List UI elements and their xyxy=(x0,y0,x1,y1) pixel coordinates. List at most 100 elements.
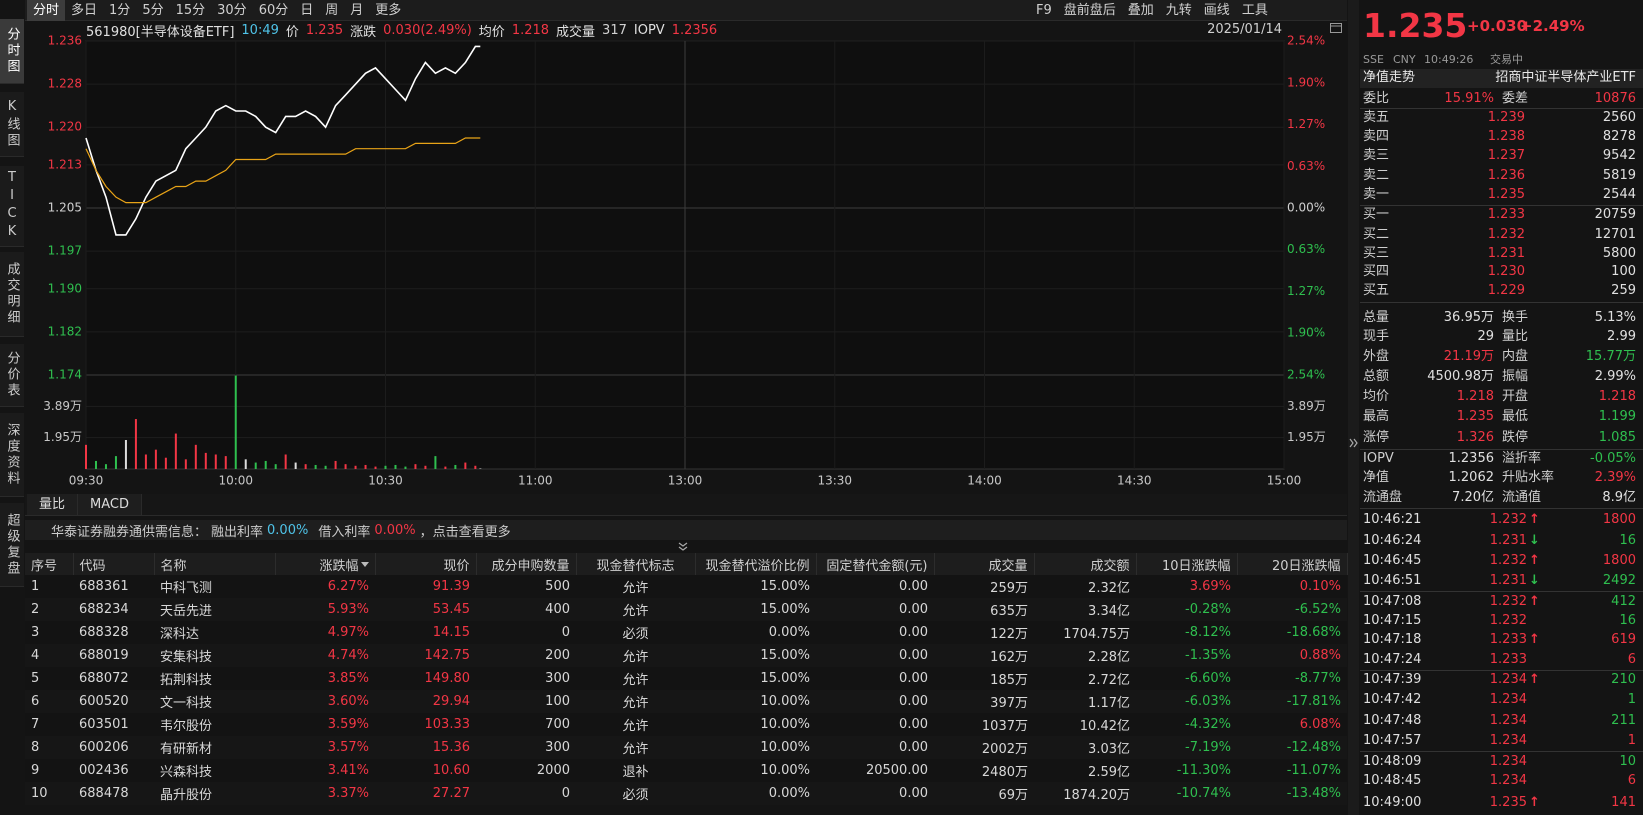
period-button[interactable]: 周 xyxy=(325,2,339,18)
table-row[interactable]: 10 688478 晶升股份 3.37% 27.27 0 必须 0.00% 0.00 69万 187… xyxy=(25,782,1347,805)
table-cell: 允许 xyxy=(622,673,649,688)
column-header[interactable]: 成交量 xyxy=(934,553,1035,575)
trade-volume: 16 xyxy=(1619,613,1636,628)
sidebar-tab[interactable]: TICK xyxy=(0,166,24,247)
percent-tick-label: 0.00% xyxy=(1287,201,1325,215)
indicator-tab[interactable]: 量比 xyxy=(27,494,79,515)
price-tick-label: 1.213 xyxy=(48,157,82,171)
trade-price: 1.234 xyxy=(1489,773,1527,788)
table-cell: 2.72亿 xyxy=(1088,673,1130,688)
tool-button[interactable]: 叠加 xyxy=(1127,3,1154,18)
collapse-handle[interactable] xyxy=(1349,437,1359,449)
expand-chevron[interactable] xyxy=(677,541,689,553)
period-button[interactable]: 多日 xyxy=(71,2,98,18)
stat-label: 流通盘 xyxy=(1363,490,1403,505)
volume-tick-label: 1.95万 xyxy=(1287,430,1326,444)
trade-time: 10:47:42 xyxy=(1363,692,1422,707)
window-icon[interactable] xyxy=(1329,21,1343,35)
column-title: 代码 xyxy=(79,558,106,574)
tool-button[interactable]: 画线 xyxy=(1203,3,1230,18)
volume-bar xyxy=(194,444,197,469)
volume-bar xyxy=(204,452,207,469)
table-cell: 有研新材 xyxy=(160,742,213,757)
column-header[interactable]: 名称 xyxy=(154,553,276,575)
column-header[interactable]: 序号 xyxy=(25,553,74,575)
table-cell: 1.17亿 xyxy=(1088,696,1130,711)
column-header[interactable]: 代码 xyxy=(73,553,155,575)
table-row[interactable]: 8 600206 有研新材 3.57% 15.36 300 允许 10.00% 0.00 2002… xyxy=(25,736,1347,759)
period-button[interactable]: 分时 xyxy=(27,0,66,21)
table-row[interactable]: 6 600520 文一科技 3.60% 29.94 100 允许 10.00% 0.00 397万… xyxy=(25,690,1347,713)
sidebar-tab[interactable]: 深度资料 xyxy=(0,413,24,497)
table-row[interactable]: 5 688072 拓荆科技 3.85% 149.80 300 允许 15.00% 0.00 185… xyxy=(25,667,1347,690)
period-button[interactable]: 更多 xyxy=(375,2,402,18)
ask-volume: 9542 xyxy=(1602,148,1636,163)
table-row[interactable]: 9 002436 兴森科技 3.41% 10.60 2000 退补 10.00% 20500.0… xyxy=(25,759,1347,782)
ask-label: 卖二 xyxy=(1363,168,1390,183)
table-cell: 688019 xyxy=(79,648,129,663)
sidebar-tab[interactable]: 成交明细 xyxy=(0,252,24,337)
column-header[interactable]: 现价 xyxy=(375,553,477,575)
tool-button[interactable]: 工具 xyxy=(1241,3,1268,18)
indicator-tabs: 量比 MACD xyxy=(25,494,1347,516)
column-header[interactable]: 10日涨跌幅 xyxy=(1136,553,1238,575)
stat-label: 最低 xyxy=(1502,409,1529,424)
volume-tick-label: 3.89万 xyxy=(1287,399,1326,413)
table-cell: 53.45 xyxy=(432,602,470,617)
volume-bar xyxy=(104,464,107,469)
bid-volume: 20759 xyxy=(1594,207,1636,222)
tool-button[interactable]: F9 xyxy=(1036,3,1052,18)
table-cell: 2.28亿 xyxy=(1088,650,1130,665)
sidebar-tab[interactable]: K线图 xyxy=(0,92,24,157)
stat-value: 2.39% xyxy=(1594,470,1636,485)
trade-time: 10:48:09 xyxy=(1363,754,1422,769)
table-row[interactable]: 7 603501 韦尔股份 3.59% 103.33 700 允许 10.00% 0.00 103… xyxy=(25,713,1347,736)
trade-price: 1.234 xyxy=(1489,733,1527,748)
table-cell: 14.15 xyxy=(432,625,470,640)
column-header[interactable]: 固定替代金额(元) xyxy=(816,553,935,575)
stat-label: 溢折率 xyxy=(1502,451,1542,466)
period-button[interactable]: 1分 xyxy=(109,2,131,18)
table-cell: 0.10% xyxy=(1299,579,1341,594)
stat-value: 1.2356 xyxy=(1448,451,1495,466)
column-header[interactable]: 现金替代标志 xyxy=(576,553,696,575)
stat-value: 15.77万 xyxy=(1585,349,1636,364)
volume-bar xyxy=(254,462,257,469)
intraday-chart: 1.236 1.228 1.220 1.213 1.205 1.197 1.190 1.182… xyxy=(43,34,1326,488)
stat-label: 现手 xyxy=(1363,329,1390,344)
table-row[interactable]: 3 688328 深科达 4.97% 14.15 0 必须 0.00% 0.00 122万 1704… xyxy=(25,621,1347,644)
table-cell: -7.19% xyxy=(1185,740,1231,755)
tool-button[interactable]: 盘前盘后 xyxy=(1063,3,1116,18)
period-button[interactable]: 15分 xyxy=(175,2,206,18)
column-header[interactable]: 成分申购数量 xyxy=(476,553,577,575)
indicator-tab[interactable]: MACD xyxy=(78,494,142,515)
column-header[interactable]: 涨跌幅 xyxy=(275,553,376,575)
table-cell: 0.00 xyxy=(899,648,928,663)
percent-tick-label: 1.90% xyxy=(1287,325,1325,339)
time-tick-label: 15:00 xyxy=(1267,474,1302,488)
period-button[interactable]: 月 xyxy=(350,2,364,18)
table-row[interactable]: 1 688361 中科飞测 6.27% 91.39 500 允许 15.00% 0.00 259万… xyxy=(25,575,1347,598)
column-header[interactable]: 现金替代溢价比例 xyxy=(695,553,817,575)
period-button[interactable]: 5分 xyxy=(142,2,164,18)
stat-label: 均价 xyxy=(1363,389,1390,404)
header-label: 均价 xyxy=(478,24,505,40)
sidebar-tab[interactable]: 分价表 xyxy=(0,344,24,407)
period-button[interactable]: 60分 xyxy=(258,2,289,18)
column-header[interactable]: 20日涨跌幅 xyxy=(1237,553,1348,575)
separator xyxy=(1360,751,1643,752)
tool-button[interactable]: 九转 xyxy=(1165,3,1192,18)
column-title: 现金替代溢价比例 xyxy=(705,558,810,574)
volume-tick-label: 1.95万 xyxy=(43,430,82,444)
column-header[interactable]: 成交额 xyxy=(1034,553,1137,575)
table-row[interactable]: 4 688019 安集科技 4.74% 142.75 200 允许 15.00% 0.00 162… xyxy=(25,644,1347,667)
table-row[interactable]: 2 688234 天岳先进 5.93% 53.45 400 允许 15.00% 0.00 635万… xyxy=(25,598,1347,621)
period-button[interactable]: 日 xyxy=(300,2,314,18)
table-cell: -18.68% xyxy=(1286,625,1341,640)
sidebar-tab[interactable]: 分时图 xyxy=(0,19,24,84)
volume-bar xyxy=(274,464,277,469)
sidebar-tab[interactable]: 超级复盘 xyxy=(0,503,24,587)
notice-link[interactable]: ，点击查看更多 xyxy=(419,524,511,540)
period-button[interactable]: 30分 xyxy=(217,2,247,18)
